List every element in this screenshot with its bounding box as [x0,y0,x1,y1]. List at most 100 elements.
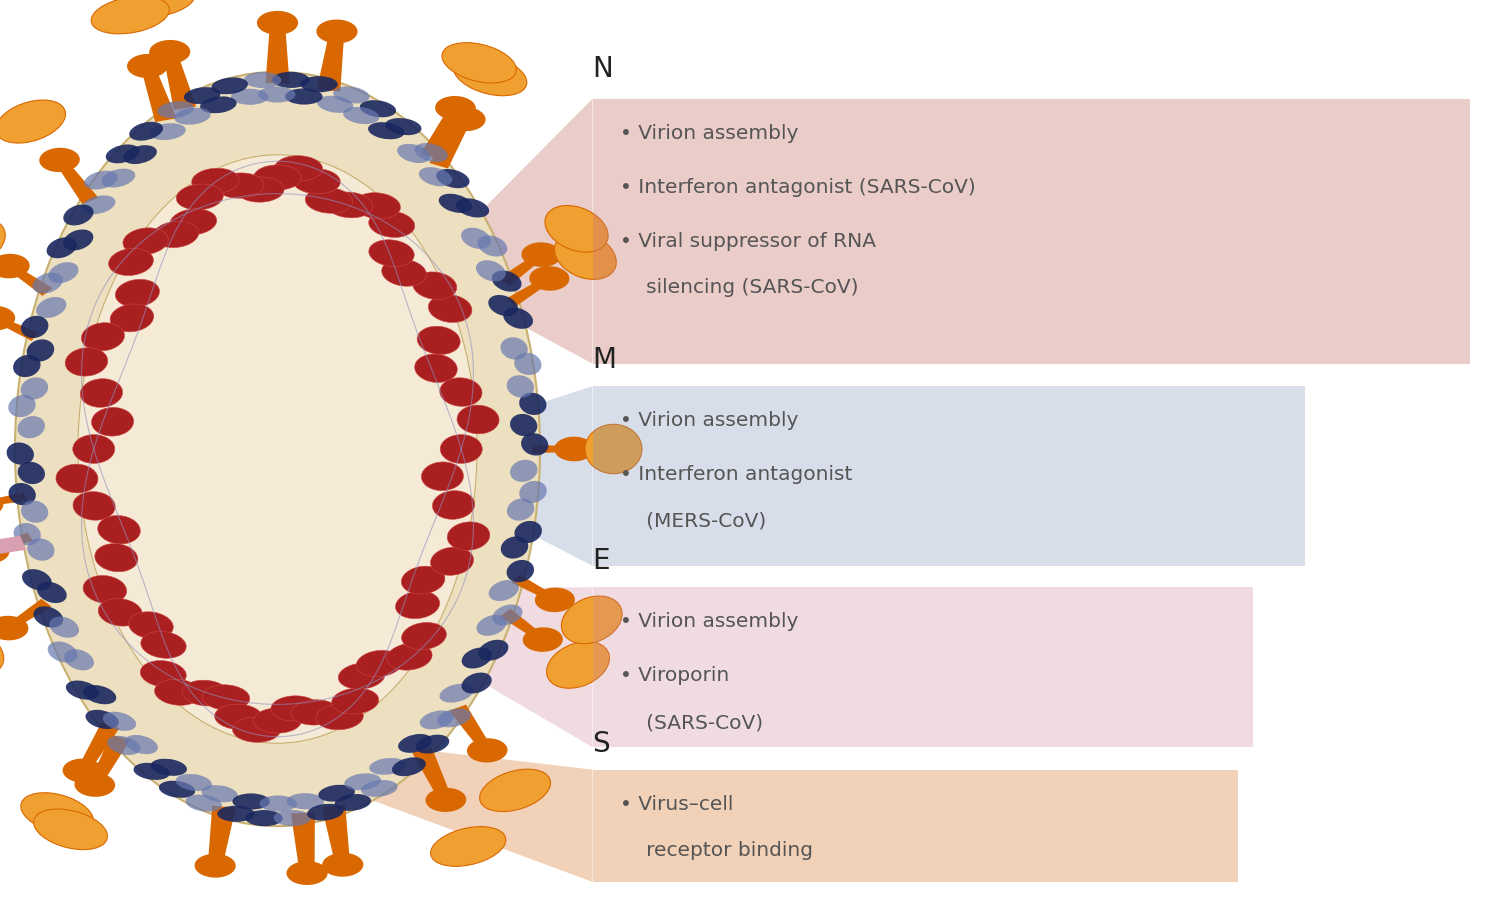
Polygon shape [54,158,99,204]
Ellipse shape [507,375,534,398]
Ellipse shape [507,560,534,582]
Ellipse shape [432,490,474,519]
Ellipse shape [510,414,537,436]
Ellipse shape [81,379,123,408]
Ellipse shape [0,254,30,278]
Ellipse shape [316,20,357,43]
Ellipse shape [398,144,430,163]
Ellipse shape [214,704,262,729]
Ellipse shape [108,249,153,276]
Ellipse shape [124,735,158,754]
Text: receptor binding: receptor binding [627,841,813,860]
Polygon shape [345,745,592,882]
Ellipse shape [546,641,609,688]
Ellipse shape [244,72,282,88]
Ellipse shape [440,683,474,702]
Ellipse shape [256,11,298,35]
Ellipse shape [184,87,220,104]
Ellipse shape [92,0,170,34]
Ellipse shape [86,709,118,729]
Ellipse shape [0,616,28,640]
Polygon shape [420,107,462,159]
Ellipse shape [489,295,518,316]
Text: • Virion assembly: • Virion assembly [620,124,798,143]
Ellipse shape [0,100,66,143]
Ellipse shape [63,205,93,225]
Polygon shape [382,587,592,747]
Ellipse shape [13,523,40,545]
Ellipse shape [21,500,48,523]
Ellipse shape [510,460,537,482]
Polygon shape [141,65,177,122]
Ellipse shape [381,259,426,286]
Ellipse shape [520,433,549,455]
Ellipse shape [414,143,448,163]
Ellipse shape [462,647,492,668]
Ellipse shape [74,491,116,520]
Ellipse shape [50,617,80,638]
Ellipse shape [417,326,460,355]
Ellipse shape [306,188,352,213]
Ellipse shape [0,539,9,563]
Ellipse shape [308,804,344,821]
Ellipse shape [258,86,296,102]
Ellipse shape [291,700,339,725]
Ellipse shape [354,193,401,219]
Ellipse shape [159,780,195,797]
Ellipse shape [39,148,80,172]
Ellipse shape [396,591,439,619]
Ellipse shape [333,86,369,103]
Ellipse shape [134,762,170,780]
Ellipse shape [478,639,508,661]
Ellipse shape [48,262,78,283]
Ellipse shape [186,795,222,812]
Ellipse shape [0,629,3,675]
Ellipse shape [420,710,453,729]
Ellipse shape [129,612,174,639]
Ellipse shape [177,184,224,210]
Ellipse shape [522,628,562,652]
Ellipse shape [426,788,466,812]
Text: • Viral suppressor of RNA: • Viral suppressor of RNA [620,232,876,251]
Ellipse shape [402,566,445,594]
Ellipse shape [102,169,135,188]
Ellipse shape [33,606,63,628]
Ellipse shape [477,235,507,257]
Polygon shape [498,252,544,286]
Ellipse shape [46,237,76,259]
Ellipse shape [386,118,422,136]
Ellipse shape [272,696,320,721]
Ellipse shape [501,338,528,359]
Ellipse shape [141,661,186,687]
Ellipse shape [514,521,541,543]
Ellipse shape [92,408,134,436]
Ellipse shape [63,759,104,783]
Ellipse shape [27,539,54,560]
Ellipse shape [217,806,255,822]
Ellipse shape [456,198,489,217]
Ellipse shape [436,169,470,189]
Ellipse shape [442,43,516,83]
Polygon shape [266,22,290,84]
Ellipse shape [170,209,216,235]
Text: • Virus–cell: • Virus–cell [620,795,734,814]
Ellipse shape [440,378,482,407]
Ellipse shape [174,108,210,125]
Text: • Interferon antagonist: • Interferon antagonist [620,465,852,484]
Ellipse shape [429,295,472,322]
Ellipse shape [128,54,168,78]
Ellipse shape [105,145,140,163]
Ellipse shape [82,576,126,603]
Ellipse shape [0,218,6,265]
Ellipse shape [6,443,34,465]
Ellipse shape [441,435,483,463]
Ellipse shape [300,76,338,92]
Ellipse shape [64,348,108,376]
Ellipse shape [492,270,522,292]
Ellipse shape [344,107,380,124]
Ellipse shape [436,709,471,727]
Ellipse shape [501,536,528,559]
Polygon shape [417,386,592,566]
Ellipse shape [104,712,136,731]
Ellipse shape [273,810,310,826]
